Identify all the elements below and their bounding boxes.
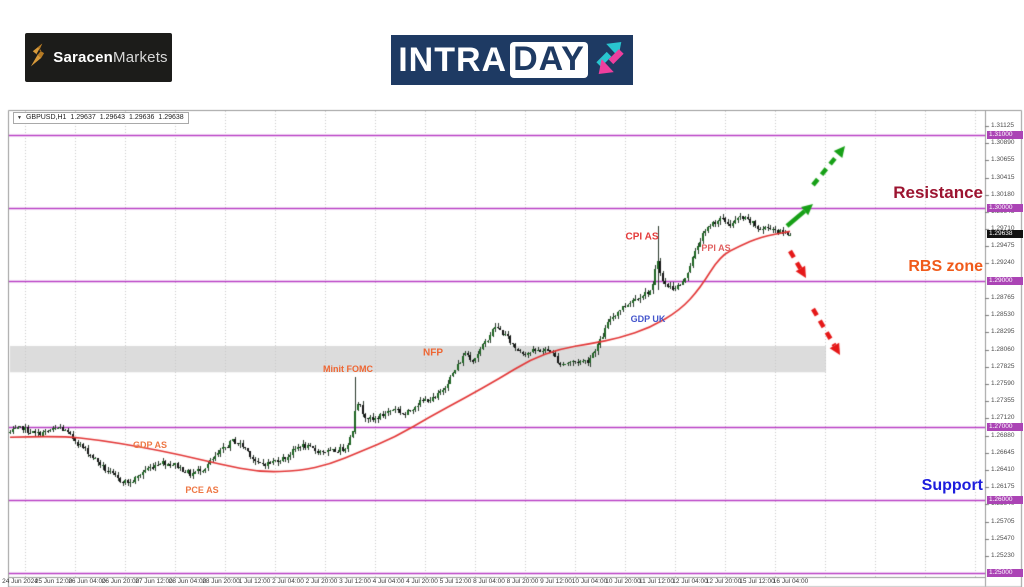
saracen-markets-logo: SaracenMarkets: [25, 33, 172, 82]
price-axis-tick: 1.25230: [991, 552, 1015, 560]
event-label-gdp-uk: GDP UK: [630, 313, 666, 324]
price-level-box: 1.31000: [987, 131, 1023, 139]
price-axis-tick: 1.30655: [991, 156, 1015, 164]
event-label-ppi-as: PPI AS: [701, 243, 731, 254]
time-axis-label: 2 Jul 20:00: [305, 578, 338, 585]
intraday-wordmark-day: DAY: [510, 41, 588, 78]
price-axis-tick: 1.28765: [991, 294, 1015, 302]
time-axis-label: 8 Jul 04:00: [473, 578, 505, 585]
price-axis-tick: 1.26645: [991, 448, 1015, 456]
quote-open: 1.29637: [70, 114, 96, 121]
time-axis-label: 2 Jul 04:00: [272, 578, 304, 585]
intraday-logo: INTRA DAY: [389, 33, 635, 87]
saracen-word-light: Markets: [113, 49, 168, 66]
time-axis-label: 15 Jul 12:00: [739, 578, 775, 585]
price-level-box: 1.27000: [987, 423, 1023, 431]
price-axis-tick: 1.30180: [991, 190, 1015, 198]
event-label-pce-as: PCE AS: [185, 484, 219, 495]
time-axis-label: 9 Jul 12:00: [540, 578, 572, 585]
quote-close: 1.29638: [158, 114, 184, 121]
price-axis-tick: 1.29710: [991, 225, 1015, 233]
time-axis-label: 12 Jul 20:00: [705, 578, 742, 585]
saracen-word-bold: Saracen: [53, 49, 114, 66]
symbol-dropdown-caret-icon[interactable]: ▼: [17, 115, 22, 122]
price-axis-tick: 1.27355: [991, 397, 1015, 405]
time-axis-label: 10 Jul 04:00: [571, 578, 608, 585]
event-label-minit-fomc: Minit FOMC: [323, 363, 373, 374]
price-axis-tick: 1.26880: [991, 431, 1015, 439]
price-axis-tick: 1.29475: [991, 242, 1015, 250]
price-axis[interactable]: 1.311251.308901.306551.304151.301801.299…: [986, 110, 1024, 587]
event-label-cpi-as: CPI AS: [625, 231, 659, 243]
time-axis-label: 24 Jun 2024: [2, 578, 38, 585]
chart-quote-bar[interactable]: ▼ GBPUSD,H1 1.29637 1.29643 1.29636 1.29…: [13, 112, 189, 125]
time-axis-label: 26 Jun 20:00: [101, 578, 140, 585]
event-label-gdp-as: GDP AS: [132, 440, 168, 451]
time-axis-label: 5 Jul 12:00: [439, 578, 472, 585]
quote-low: 1.29636: [129, 114, 155, 121]
current-price-box: 1.29638: [987, 230, 1023, 239]
price-level-box: 1.26000: [987, 496, 1023, 504]
price-axis-tick: 1.31125: [991, 121, 1015, 129]
time-axis-label: 8 Jul 20:00: [506, 578, 539, 585]
time-axis-label: 4 Jul 20:00: [406, 578, 438, 585]
price-axis-tick: 1.28295: [991, 328, 1015, 336]
time-axis-label: 25 Jun 12:00: [34, 578, 73, 585]
price-level-box: 1.29000: [987, 277, 1023, 285]
time-axis-label: 3 Jul 12:00: [339, 578, 371, 585]
time-axis-label: 28 Jun 20:00: [202, 578, 240, 585]
price-axis-tick: 1.28060: [991, 345, 1015, 353]
time-axis[interactable]: 24 Jun 2024 25 Jun 12:00 26 Jun 04:00 26 Ju…: [2, 577, 986, 587]
intraday-wordmark-intra: INTRA: [398, 41, 508, 79]
price-axis-tick: 1.30415: [991, 173, 1015, 181]
time-axis-label: 10 Jul 20:00: [605, 578, 641, 585]
price-level-box: 1.25000: [987, 569, 1023, 577]
quote-high: 1.29643: [99, 114, 126, 121]
time-axis-label: 26 Jun 04:00: [68, 578, 106, 585]
time-axis-label: 12 Jul 04:00: [672, 578, 708, 585]
price-axis-tick: 1.27590: [991, 379, 1015, 387]
time-axis-label: 28 Jun 04:00: [168, 578, 207, 585]
price-axis-tick: 1.25705: [991, 517, 1015, 525]
time-axis-label: 1 Jul 12:00: [238, 578, 271, 585]
price-axis-tick: 1.25470: [991, 534, 1015, 542]
price-axis-tick: 1.30890: [991, 139, 1015, 147]
price-level-box: 1.30000: [987, 204, 1023, 212]
support-label: Support: [921, 477, 983, 494]
intraday-arrows-icon: [594, 38, 626, 83]
price-axis-tick: 1.28530: [991, 311, 1015, 319]
time-axis-label: 16 Jul 04:00: [772, 578, 809, 585]
saracen-wordmark: SaracenMarkets: [53, 49, 168, 66]
rbs-zone-label: RBS zone: [908, 258, 983, 275]
time-axis-label: 27 Jun 12:00: [135, 578, 173, 585]
resistance-label: Resistance: [893, 183, 983, 202]
time-axis-label: 4 Jul 04:00: [372, 578, 405, 585]
event-label-nfp: NFP: [423, 347, 443, 359]
saracen-s-icon: [29, 42, 46, 73]
price-axis-tick: 1.27825: [991, 362, 1015, 370]
time-axis-label: 11 Jul 12:00: [639, 578, 674, 585]
price-axis-tick: 1.27120: [991, 414, 1015, 422]
price-axis-tick: 1.26410: [991, 466, 1015, 474]
symbol-timeframe-label: GBPUSD,H1: [25, 114, 67, 121]
price-axis-tick: 1.26175: [991, 483, 1015, 491]
price-axis-tick: 1.29240: [991, 259, 1015, 267]
